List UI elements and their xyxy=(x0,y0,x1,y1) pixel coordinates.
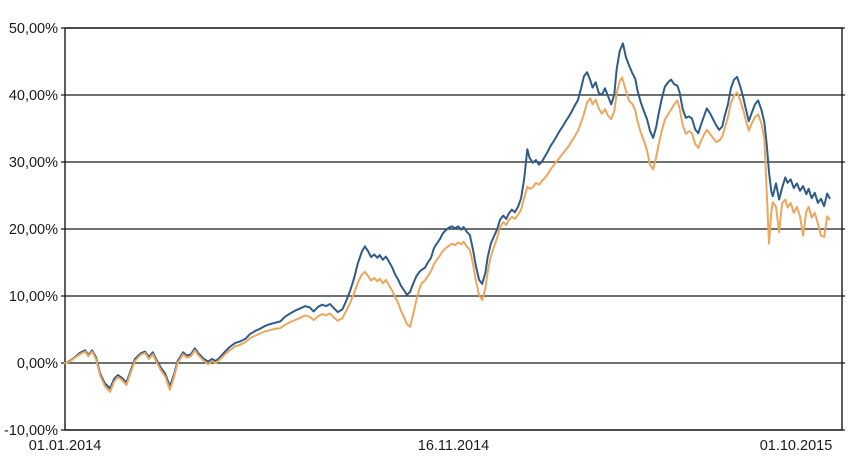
y-tick-label: -10,00% xyxy=(4,423,58,439)
x-tick-label: 16.11.2014 xyxy=(418,438,490,454)
plot-border xyxy=(64,27,843,431)
x-tick-label: 01.10.2015 xyxy=(760,438,833,454)
y-tick-label: 40,00% xyxy=(9,88,58,104)
y-tick-label: 20,00% xyxy=(9,222,58,238)
y-tick-label: 50,00% xyxy=(9,21,58,37)
y-tick-label: 10,00% xyxy=(9,289,58,305)
series-orange-line xyxy=(64,76,831,393)
series-blue-line xyxy=(64,42,831,390)
x-tick-label: 01.01.2014 xyxy=(29,438,102,454)
y-tick-label: 30,00% xyxy=(9,155,58,171)
y-tick-label: 0,00% xyxy=(17,356,58,372)
